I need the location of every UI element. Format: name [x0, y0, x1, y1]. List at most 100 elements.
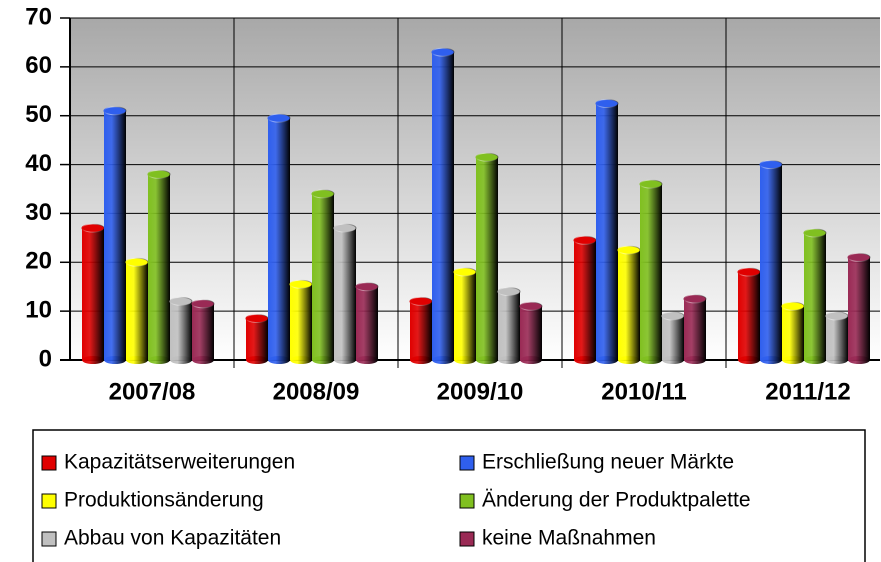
bar: [148, 174, 170, 360]
bar-bottom: [126, 356, 148, 364]
bar-bottom: [848, 356, 870, 364]
bar-top: [431, 47, 455, 57]
bar-bottom: [432, 356, 454, 364]
bar-bottom: [104, 356, 126, 364]
bar-top: [475, 152, 499, 162]
bar-top: [267, 113, 291, 123]
bar-bottom: [618, 356, 640, 364]
legend-swatch: [41, 455, 57, 471]
bar-top: [661, 311, 685, 321]
bar-top: [311, 189, 335, 199]
x-tick-label: 2010/11: [601, 378, 686, 405]
bar: [476, 157, 498, 360]
bar-top: [639, 179, 663, 189]
bar-bottom: [826, 356, 848, 364]
bar-top: [683, 294, 707, 304]
bar: [192, 303, 214, 360]
bar-top: [737, 267, 761, 277]
bar: [618, 250, 640, 360]
bar: [848, 257, 870, 360]
y-tick-label: 60: [25, 52, 52, 79]
bar-bottom: [312, 356, 334, 364]
legend-label: Abbau von Kapazitäten: [64, 527, 281, 550]
bar-bottom: [356, 356, 378, 364]
bar-top: [617, 245, 641, 255]
bar: [804, 232, 826, 360]
bar-bottom: [82, 356, 104, 364]
bar-bottom: [268, 356, 290, 364]
x-tick-label: 2008/09: [273, 378, 360, 405]
bar-top: [147, 169, 171, 179]
bar: [290, 284, 312, 360]
bar: [334, 228, 356, 360]
legend-label: Änderung der Produktpalette: [482, 489, 751, 512]
bar-bottom: [476, 356, 498, 364]
legend-label: Erschließung neuer Märkte: [482, 451, 734, 474]
bar-bottom: [760, 356, 782, 364]
bar-bottom: [640, 356, 662, 364]
bar: [684, 298, 706, 360]
bar-bottom: [334, 356, 356, 364]
bar-bottom: [738, 356, 760, 364]
bar-bottom: [596, 356, 618, 364]
bar-top: [289, 279, 313, 289]
bar-bottom: [148, 356, 170, 364]
bar-top: [245, 313, 269, 323]
bar-bottom: [804, 356, 826, 364]
bar: [170, 301, 192, 360]
y-tick-label: 30: [25, 199, 52, 226]
bar: [268, 118, 290, 361]
x-tick-label: 2011/12: [765, 378, 850, 405]
y-tick-label: 0: [39, 345, 52, 372]
y-tick-label: 20: [25, 248, 52, 275]
bar: [826, 316, 848, 360]
legend-swatch: [459, 531, 475, 547]
bar-top: [355, 282, 379, 292]
legend-label: Produktionsänderung: [64, 489, 264, 512]
bar-bottom: [662, 356, 684, 364]
bar-top: [191, 299, 215, 309]
bar-top: [847, 252, 871, 262]
bar-top: [409, 296, 433, 306]
legend-label: keine Maßnahmen: [482, 527, 656, 550]
bar-top: [169, 296, 193, 306]
bar: [662, 316, 684, 360]
bar-bottom: [498, 356, 520, 364]
bar-top: [759, 160, 783, 170]
bar: [126, 262, 148, 360]
bar-bottom: [684, 356, 706, 364]
bar: [574, 240, 596, 360]
bar-bottom: [290, 356, 312, 364]
bar-top: [573, 235, 597, 245]
bar-top: [519, 301, 543, 311]
bar: [596, 103, 618, 360]
bar: [738, 272, 760, 360]
bar: [246, 318, 268, 360]
bar-top: [333, 223, 357, 233]
bar-top: [81, 223, 105, 233]
bar-bottom: [246, 356, 268, 364]
bar-bottom: [410, 356, 432, 364]
x-tick-label: 2007/08: [109, 378, 196, 405]
bar: [432, 52, 454, 360]
legend-label: Kapazitätserweiterungen: [64, 451, 295, 474]
legend-box: [32, 429, 866, 562]
bar-top: [125, 257, 149, 267]
bar: [312, 193, 334, 360]
bar: [104, 110, 126, 360]
y-tick-label: 50: [25, 101, 52, 128]
bar-bottom: [520, 356, 542, 364]
bar-top: [781, 301, 805, 311]
bar-top: [497, 287, 521, 297]
bar: [782, 306, 804, 360]
bar-bottom: [170, 356, 192, 364]
legend-swatch: [459, 455, 475, 471]
bar: [454, 272, 476, 360]
bar-top: [103, 106, 127, 116]
bar-bottom: [192, 356, 214, 364]
bar: [520, 306, 542, 360]
y-tick-label: 10: [25, 296, 52, 323]
bar: [760, 164, 782, 360]
bar: [356, 286, 378, 360]
